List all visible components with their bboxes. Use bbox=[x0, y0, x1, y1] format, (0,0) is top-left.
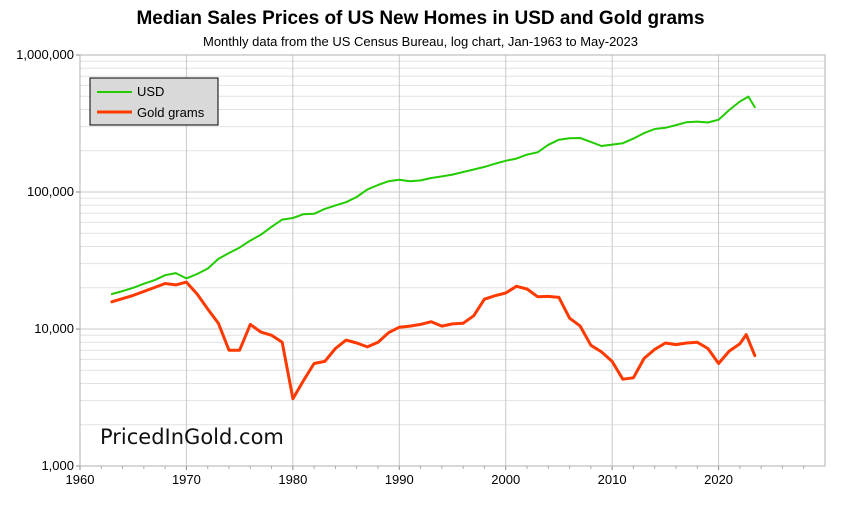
y-tick-label: 100,000 bbox=[27, 184, 74, 199]
x-tick-label: 2010 bbox=[598, 472, 627, 487]
x-tick-label: 2020 bbox=[704, 472, 733, 487]
usd-series-line bbox=[110, 95, 756, 295]
grid-layer bbox=[79, 54, 825, 467]
x-tick-label: 1980 bbox=[278, 472, 307, 487]
x-tick-label: 1990 bbox=[385, 472, 414, 487]
watermark: PricedInGold.com bbox=[100, 425, 284, 449]
y-tick-label: 10,000 bbox=[34, 321, 74, 336]
legend-usd-label: USD bbox=[137, 84, 164, 99]
gold-series-line bbox=[110, 280, 757, 401]
chart-subtitle: Monthly data from the US Census Bureau, … bbox=[202, 34, 638, 49]
y-tick-label: 1,000 bbox=[41, 458, 74, 473]
legend-box bbox=[89, 77, 219, 126]
x-tick-label: 2000 bbox=[491, 472, 520, 487]
chart-title: Median Sales Prices of US New Homes in U… bbox=[136, 8, 705, 29]
plot-frame bbox=[79, 54, 826, 467]
y-tick-label: 1,000,000 bbox=[16, 47, 74, 62]
x-tick-label: 1970 bbox=[172, 472, 201, 487]
legend-gold-label: Gold grams bbox=[137, 105, 205, 120]
axis-layer: 1,000 10,000 100,000 1,000,000 1960 1970 1980 1… bbox=[16, 47, 826, 487]
series-layer bbox=[110, 95, 757, 401]
legend: USD Gold grams bbox=[89, 77, 219, 126]
x-tick-label: 1960 bbox=[66, 472, 95, 487]
